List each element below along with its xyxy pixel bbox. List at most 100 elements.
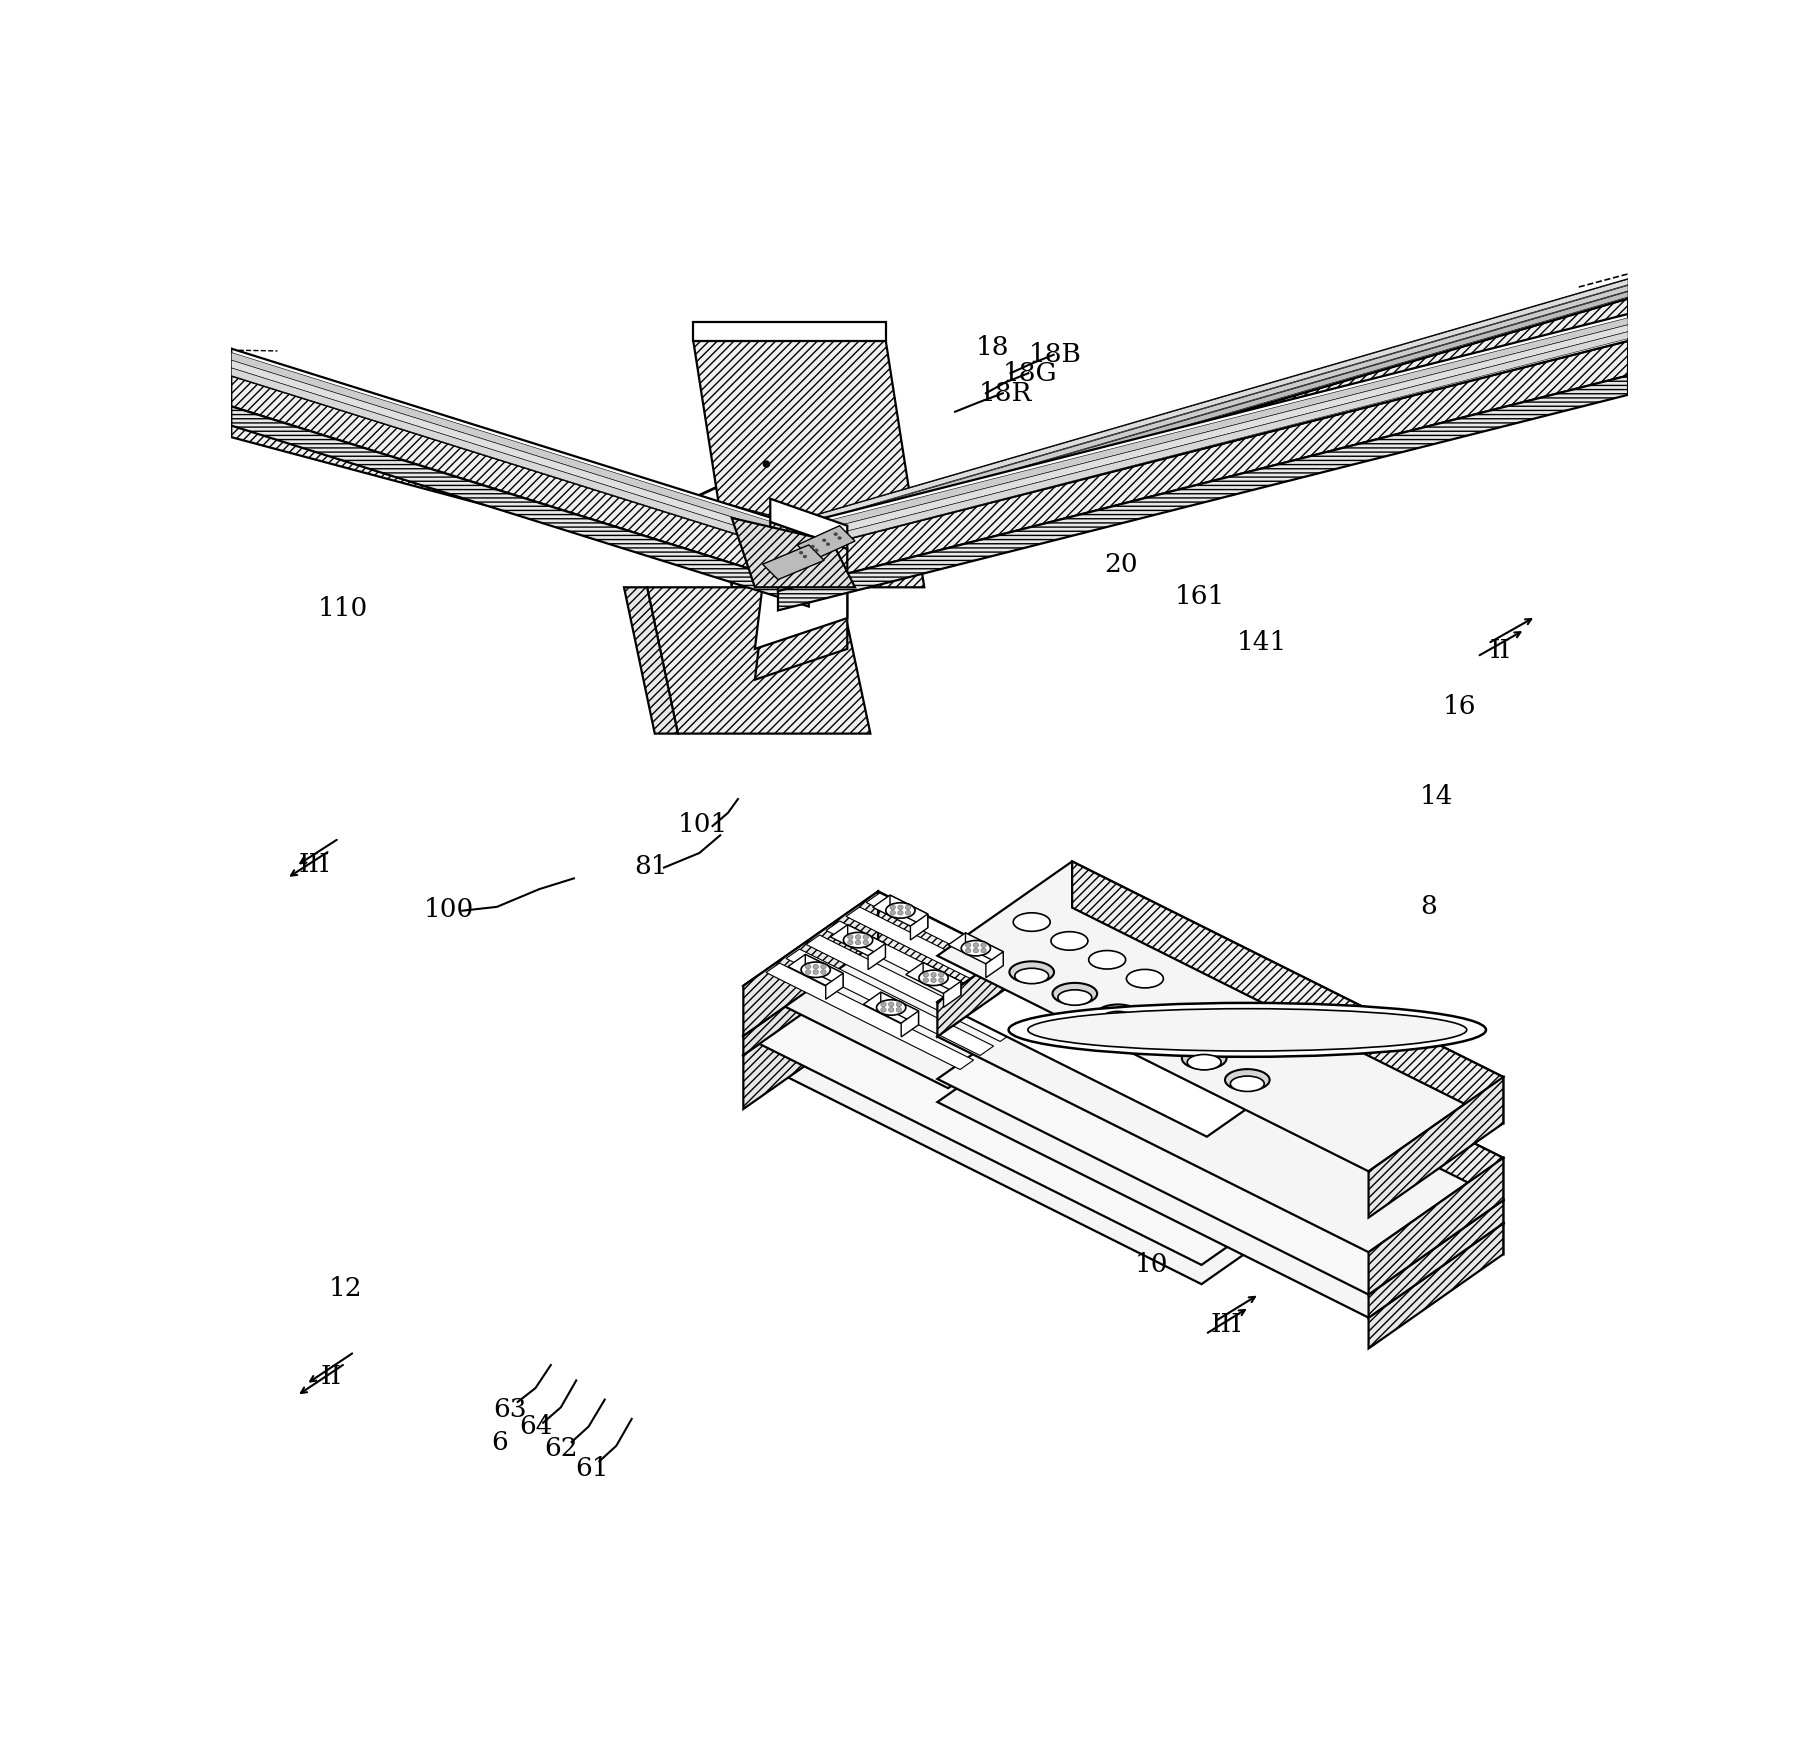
- Ellipse shape: [820, 964, 825, 970]
- Polygon shape: [873, 894, 927, 926]
- Polygon shape: [232, 388, 793, 539]
- Text: 161: 161: [1175, 584, 1224, 609]
- Polygon shape: [778, 313, 1629, 556]
- Ellipse shape: [882, 1003, 887, 1006]
- Ellipse shape: [938, 973, 943, 977]
- Polygon shape: [847, 924, 885, 957]
- Polygon shape: [648, 588, 871, 733]
- Ellipse shape: [981, 943, 987, 947]
- Ellipse shape: [863, 940, 869, 945]
- Ellipse shape: [891, 905, 896, 910]
- Polygon shape: [882, 992, 918, 1026]
- Text: 2: 2: [1400, 1041, 1419, 1066]
- Text: 14: 14: [1420, 784, 1453, 808]
- Ellipse shape: [800, 551, 804, 555]
- Polygon shape: [938, 861, 1504, 1171]
- Ellipse shape: [863, 934, 869, 940]
- Text: 10: 10: [1136, 1253, 1168, 1278]
- Polygon shape: [232, 376, 793, 541]
- Polygon shape: [938, 908, 1072, 1036]
- Polygon shape: [232, 360, 809, 550]
- Text: 20: 20: [452, 460, 486, 486]
- Ellipse shape: [896, 1003, 902, 1006]
- Ellipse shape: [961, 940, 990, 956]
- Ellipse shape: [822, 539, 825, 542]
- Polygon shape: [755, 551, 847, 679]
- Polygon shape: [793, 280, 1629, 527]
- Polygon shape: [232, 396, 793, 588]
- Ellipse shape: [1224, 1069, 1270, 1090]
- Ellipse shape: [965, 949, 970, 952]
- Ellipse shape: [847, 940, 853, 945]
- Ellipse shape: [931, 978, 936, 982]
- Polygon shape: [232, 376, 809, 588]
- Ellipse shape: [838, 537, 842, 539]
- Ellipse shape: [1126, 970, 1163, 989]
- Polygon shape: [831, 924, 885, 956]
- Polygon shape: [965, 933, 1003, 966]
- Polygon shape: [863, 992, 918, 1024]
- Text: 22: 22: [1415, 406, 1448, 430]
- Ellipse shape: [856, 934, 862, 940]
- Ellipse shape: [1088, 950, 1126, 970]
- Polygon shape: [949, 933, 1003, 964]
- Ellipse shape: [1139, 1026, 1183, 1048]
- Polygon shape: [878, 961, 1337, 1244]
- Polygon shape: [232, 348, 809, 556]
- Polygon shape: [902, 1011, 918, 1038]
- Polygon shape: [796, 525, 854, 560]
- Polygon shape: [232, 368, 809, 556]
- Text: 62: 62: [544, 1435, 577, 1461]
- Polygon shape: [778, 332, 1629, 556]
- Polygon shape: [923, 963, 961, 996]
- Ellipse shape: [938, 978, 943, 982]
- Polygon shape: [744, 942, 878, 1055]
- Ellipse shape: [1096, 1004, 1141, 1026]
- Polygon shape: [766, 963, 974, 1069]
- Polygon shape: [1072, 985, 1504, 1223]
- Polygon shape: [778, 341, 1629, 592]
- Polygon shape: [693, 341, 925, 588]
- Polygon shape: [232, 352, 809, 541]
- Text: z: z: [771, 348, 785, 376]
- Polygon shape: [624, 588, 678, 733]
- Ellipse shape: [891, 910, 896, 915]
- Text: 12: 12: [328, 1276, 363, 1300]
- Ellipse shape: [898, 905, 903, 910]
- Polygon shape: [865, 892, 1074, 999]
- Ellipse shape: [1058, 990, 1092, 1004]
- Text: 18G: 18G: [1003, 360, 1058, 385]
- Polygon shape: [943, 982, 961, 1008]
- Ellipse shape: [1014, 968, 1048, 984]
- Ellipse shape: [1050, 931, 1088, 950]
- Text: 18B: 18B: [1029, 343, 1081, 368]
- Text: II: II: [1489, 639, 1511, 663]
- Polygon shape: [938, 1008, 1504, 1318]
- Polygon shape: [878, 891, 1083, 1045]
- Text: 63: 63: [493, 1396, 526, 1423]
- Polygon shape: [744, 891, 878, 1036]
- Ellipse shape: [972, 949, 978, 952]
- Text: 20: 20: [1105, 551, 1137, 578]
- Text: III: III: [1210, 1312, 1243, 1337]
- Text: 64: 64: [519, 1414, 553, 1438]
- Ellipse shape: [1183, 1048, 1226, 1069]
- Ellipse shape: [849, 527, 853, 530]
- Polygon shape: [911, 914, 927, 940]
- Ellipse shape: [905, 905, 911, 910]
- Text: 6: 6: [492, 1430, 508, 1454]
- Polygon shape: [1368, 1223, 1504, 1349]
- Polygon shape: [805, 954, 844, 987]
- Polygon shape: [938, 942, 1504, 1253]
- Text: 100: 100: [423, 896, 473, 922]
- Polygon shape: [1072, 908, 1342, 1076]
- Polygon shape: [1072, 942, 1504, 1201]
- Ellipse shape: [831, 534, 836, 537]
- Ellipse shape: [972, 943, 978, 947]
- Ellipse shape: [804, 553, 807, 558]
- Polygon shape: [778, 376, 1629, 611]
- Ellipse shape: [813, 964, 818, 970]
- Ellipse shape: [1029, 1008, 1468, 1052]
- Text: 16: 16: [1442, 695, 1477, 719]
- Polygon shape: [793, 292, 1629, 539]
